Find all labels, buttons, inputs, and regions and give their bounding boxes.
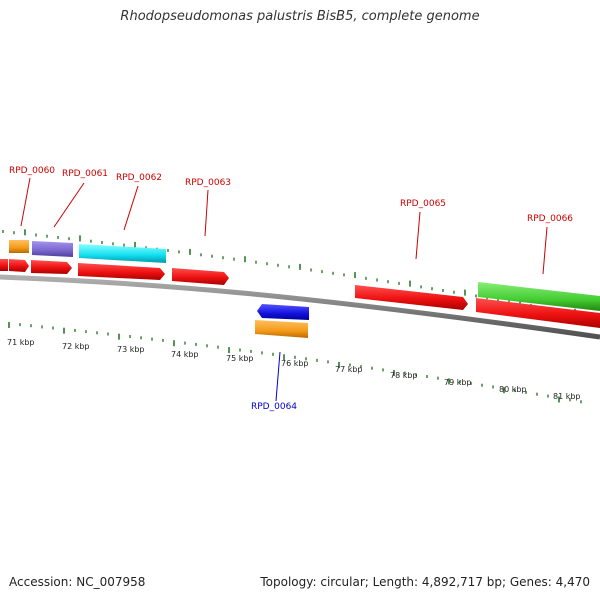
gene-arrow-cds[interactable] xyxy=(9,259,29,272)
accession-text: Accession: NC_007958 xyxy=(9,575,146,589)
kbp-label: 81 kbp xyxy=(553,392,581,401)
kbp-label: 72 kbp xyxy=(62,342,90,351)
gene-box-rpd0062[interactable] xyxy=(79,244,166,263)
genome-backbone xyxy=(0,274,600,340)
gene-label-rpd0066[interactable]: RPD_0066 xyxy=(527,214,573,224)
gene-arrow-rpd0065-cds[interactable] xyxy=(355,285,468,310)
gene-arrow-rpd0062-cds[interactable] xyxy=(78,263,165,280)
kbp-label: 74 kbp xyxy=(171,350,199,359)
kbp-label: 79 kbp xyxy=(444,378,472,387)
gene-box-rpd0060[interactable] xyxy=(9,240,29,253)
gene-label-rpd0060[interactable]: RPD_0060 xyxy=(9,166,55,176)
gene-label-rpd0065[interactable]: RPD_0065 xyxy=(400,199,446,209)
forward-feature-track xyxy=(9,240,600,311)
gene-label-rpd0062[interactable]: RPD_0062 xyxy=(116,173,162,183)
gene-labels: RPD_0060 RPD_0061 RPD_0062 RPD_0063 RPD_… xyxy=(9,166,573,412)
forward-cds-track xyxy=(0,259,600,328)
kbp-label: 73 kbp xyxy=(117,345,145,354)
kbp-scale: 71 kbp 72 kbp 73 kbp 74 kbp 75 kbp 76 kb… xyxy=(7,338,581,401)
genome-stats-text: Topology: circular; Length: 4,892,717 bp… xyxy=(260,575,590,589)
reverse-feature-track xyxy=(255,304,309,338)
lower-tick-row xyxy=(8,322,582,404)
kbp-label: 80 kbp xyxy=(499,385,527,394)
kbp-label: 76 kbp xyxy=(281,359,309,368)
gene-label-rpd0064[interactable]: RPD_0064 xyxy=(251,402,297,412)
kbp-label: 75 kbp xyxy=(226,354,254,363)
gene-box-rpd0066[interactable] xyxy=(478,282,600,311)
gene-label-rpd0063[interactable]: RPD_0063 xyxy=(185,178,231,188)
kbp-label: 78 kbp xyxy=(390,371,418,380)
gene-leader-lines xyxy=(20,177,548,402)
kbp-label: 71 kbp xyxy=(7,338,35,347)
gene-arrow-rpd0063-cds[interactable] xyxy=(172,268,229,285)
gene-arrow-rpd0061-cds[interactable] xyxy=(31,260,72,274)
map-title: Rhodopseudomonas palustris BisB5, comple… xyxy=(120,9,480,24)
gene-arrow-rpd0066-cds[interactable] xyxy=(476,298,600,328)
gene-box-rpd0064[interactable] xyxy=(255,320,308,338)
gene-label-rpd0061[interactable]: RPD_0061 xyxy=(62,169,108,179)
kbp-label: 77 kbp xyxy=(335,365,363,374)
gene-box-rpd0061[interactable] xyxy=(32,241,73,257)
gene-arrow-rpd0064-reverse[interactable] xyxy=(257,304,309,320)
gene-arrow-cds[interactable] xyxy=(0,259,8,271)
